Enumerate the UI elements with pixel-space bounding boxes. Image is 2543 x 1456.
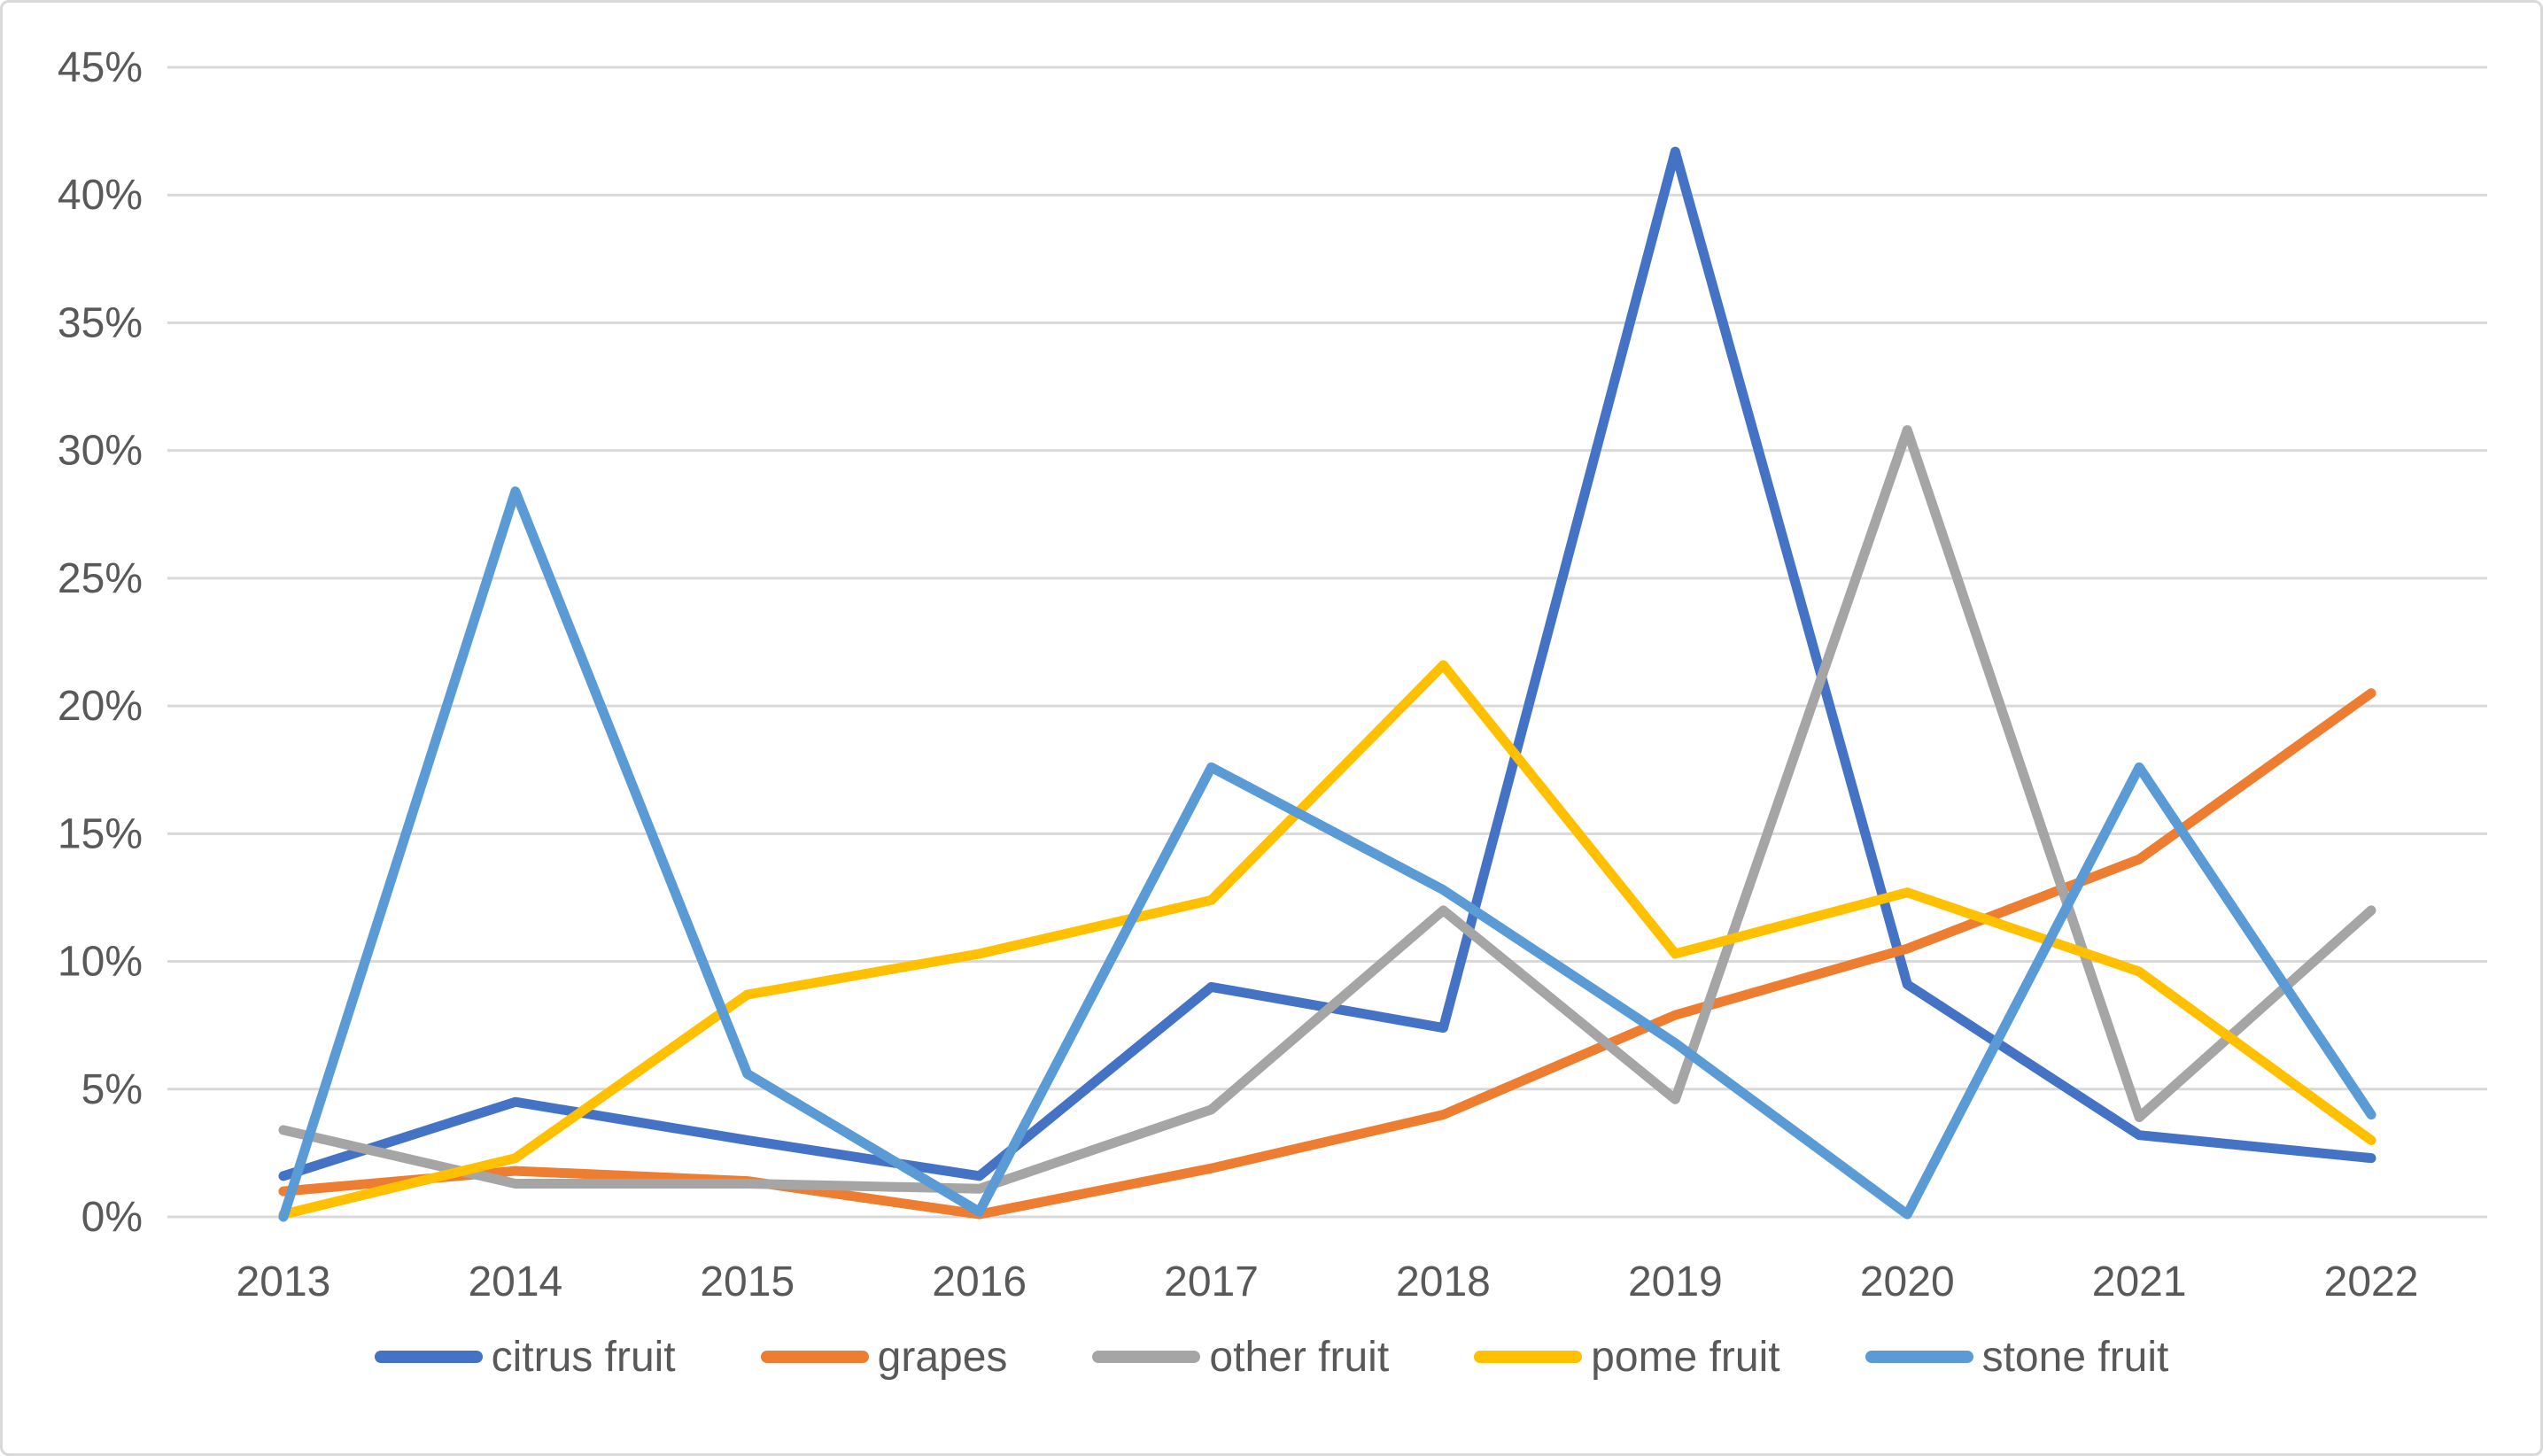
legend-label: stone fruit: [1981, 1333, 2169, 1381]
y-tick-label: 20%: [58, 683, 143, 730]
x-tick-label: 2020: [1860, 1259, 1955, 1305]
legend-swatch-other-fruit: [1092, 1351, 1201, 1363]
x-tick-label: 2019: [1628, 1259, 1723, 1305]
x-tick-label: 2013: [236, 1259, 331, 1305]
legend-swatch-citrus-fruit: [374, 1351, 483, 1363]
legend-label: other fruit: [1209, 1333, 1390, 1381]
legend-label: pome fruit: [1591, 1333, 1780, 1381]
fruit-share-line-chart: 0% 5% 10% 15% 20% 25% 30% 35% 40% 45% 2013 2014 2015…: [58, 44, 2487, 1305]
legend-item-other-fruit: other fruit: [1092, 1333, 1389, 1382]
legend-swatch-grapes: [760, 1351, 869, 1363]
y-tick-label: 30%: [58, 428, 143, 475]
x-tick-label: 2016: [932, 1259, 1027, 1305]
x-tick-label: 2017: [1164, 1259, 1259, 1305]
legend-item-citrus-fruit: citrus fruit: [374, 1333, 676, 1382]
x-tick-label: 2022: [2324, 1259, 2419, 1305]
x-tick-label: 2021: [2092, 1259, 2187, 1305]
y-tick-label: 25%: [58, 555, 143, 602]
legend-item-pome-fruit: pome fruit: [1474, 1333, 1780, 1382]
series-line-grapes: [278, 688, 2376, 1220]
series-line-citrus-fruit: [278, 146, 2376, 1181]
legend-item-grapes: grapes: [760, 1333, 1008, 1382]
series-line-other-fruit: [278, 425, 2376, 1194]
x-tick-label: 2015: [700, 1259, 795, 1305]
y-tick-label: 45%: [58, 44, 143, 91]
series-line-stone-fruit: [278, 486, 2376, 1222]
legend-item-stone-fruit: stone fruit: [1865, 1333, 2169, 1382]
y-tick-label: 35%: [58, 299, 143, 346]
y-tick-label: 15%: [58, 810, 143, 857]
legend-label: grapes: [877, 1333, 1008, 1381]
legend-label: citrus fruit: [491, 1333, 676, 1381]
y-tick-label: 10%: [58, 939, 143, 986]
y-tick-label: 5%: [81, 1066, 143, 1113]
x-tick-label: 2014: [468, 1259, 562, 1305]
series-line-pome-fruit: [278, 660, 2376, 1220]
x-tick-label: 2018: [1396, 1259, 1491, 1305]
y-tick-label: 0%: [81, 1194, 143, 1241]
legend-swatch-pome-fruit: [1474, 1351, 1583, 1363]
legend-swatch-stone-fruit: [1865, 1351, 1973, 1363]
chart-legend: citrus fruit grapes other fruit pome fruit s…: [3, 1326, 2540, 1388]
y-tick-label: 40%: [58, 172, 143, 219]
